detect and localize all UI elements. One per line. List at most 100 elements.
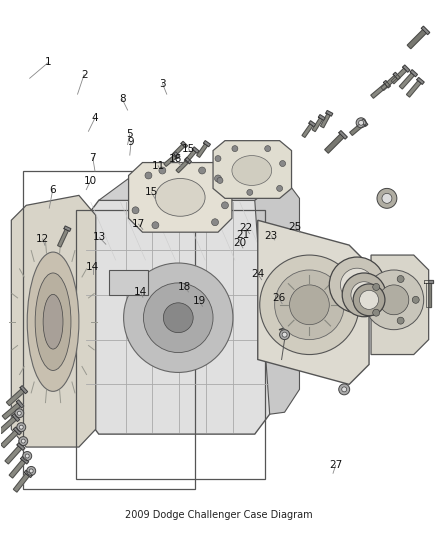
Text: 26: 26: [272, 293, 286, 303]
Circle shape: [342, 273, 386, 317]
Polygon shape: [384, 80, 390, 88]
Circle shape: [159, 167, 166, 174]
Circle shape: [277, 185, 283, 191]
Text: 14: 14: [86, 262, 99, 271]
Ellipse shape: [232, 156, 272, 185]
Polygon shape: [302, 124, 313, 138]
Polygon shape: [24, 470, 32, 478]
Circle shape: [397, 276, 404, 282]
Text: 27: 27: [329, 461, 342, 470]
Polygon shape: [350, 122, 364, 135]
Circle shape: [132, 207, 139, 214]
Text: 10: 10: [84, 175, 97, 185]
Polygon shape: [0, 417, 16, 433]
Polygon shape: [192, 147, 199, 154]
Polygon shape: [426, 283, 431, 307]
Polygon shape: [421, 26, 430, 35]
Polygon shape: [371, 255, 429, 354]
Text: 17: 17: [132, 219, 145, 229]
Circle shape: [260, 255, 359, 354]
Ellipse shape: [43, 294, 63, 349]
Text: 16: 16: [169, 155, 182, 164]
Text: 8: 8: [119, 94, 126, 104]
Text: 5: 5: [127, 129, 133, 139]
Circle shape: [217, 177, 223, 183]
Circle shape: [23, 451, 32, 461]
Polygon shape: [406, 81, 421, 97]
Polygon shape: [321, 114, 330, 128]
Text: 25: 25: [289, 222, 302, 232]
Polygon shape: [21, 456, 28, 464]
Polygon shape: [14, 474, 29, 492]
Polygon shape: [258, 220, 369, 384]
Polygon shape: [20, 386, 28, 394]
Circle shape: [329, 257, 385, 313]
Circle shape: [215, 175, 222, 182]
Polygon shape: [109, 270, 148, 295]
Circle shape: [21, 439, 25, 443]
Polygon shape: [391, 68, 406, 84]
Circle shape: [382, 193, 392, 203]
Polygon shape: [424, 280, 433, 283]
Polygon shape: [361, 119, 368, 126]
Text: 19: 19: [193, 296, 206, 306]
Polygon shape: [172, 144, 184, 157]
Polygon shape: [164, 155, 177, 166]
Polygon shape: [399, 73, 414, 89]
Circle shape: [377, 188, 397, 208]
Text: 3: 3: [159, 78, 166, 88]
Polygon shape: [181, 141, 187, 148]
Circle shape: [17, 411, 21, 415]
Text: 15: 15: [182, 144, 195, 154]
Text: 7: 7: [89, 153, 96, 163]
Circle shape: [360, 290, 378, 309]
Polygon shape: [12, 414, 20, 422]
Polygon shape: [11, 196, 96, 447]
Circle shape: [279, 160, 286, 166]
Polygon shape: [16, 400, 24, 408]
Polygon shape: [393, 72, 400, 79]
Circle shape: [373, 309, 380, 316]
Circle shape: [25, 454, 29, 458]
Ellipse shape: [35, 273, 71, 370]
Circle shape: [265, 146, 271, 151]
Text: 11: 11: [152, 161, 165, 171]
Ellipse shape: [27, 252, 79, 391]
Circle shape: [359, 120, 364, 125]
Polygon shape: [14, 427, 21, 435]
Polygon shape: [64, 226, 71, 231]
Polygon shape: [326, 110, 333, 116]
Polygon shape: [5, 446, 21, 464]
Circle shape: [212, 219, 219, 225]
Polygon shape: [255, 179, 300, 414]
Text: 22: 22: [239, 223, 253, 233]
Polygon shape: [2, 403, 21, 419]
Polygon shape: [184, 150, 196, 163]
Text: 21: 21: [237, 230, 250, 240]
Text: 9: 9: [128, 137, 134, 147]
Polygon shape: [197, 144, 208, 157]
Text: 1: 1: [45, 58, 52, 67]
Circle shape: [15, 409, 24, 418]
Circle shape: [17, 423, 26, 432]
Circle shape: [275, 270, 344, 340]
Polygon shape: [7, 389, 24, 406]
Circle shape: [19, 425, 23, 429]
Polygon shape: [99, 179, 285, 200]
Circle shape: [397, 317, 404, 324]
Polygon shape: [129, 163, 232, 232]
Circle shape: [215, 156, 221, 161]
Polygon shape: [9, 460, 25, 478]
Text: 23: 23: [265, 231, 278, 241]
Text: 4: 4: [92, 113, 98, 123]
Polygon shape: [410, 70, 417, 77]
Circle shape: [232, 146, 238, 151]
Polygon shape: [312, 118, 322, 132]
Circle shape: [282, 332, 287, 337]
Circle shape: [412, 296, 419, 303]
Circle shape: [351, 282, 377, 308]
Polygon shape: [58, 229, 68, 247]
Polygon shape: [1, 431, 18, 448]
Text: 12: 12: [36, 234, 49, 244]
Circle shape: [342, 387, 347, 392]
